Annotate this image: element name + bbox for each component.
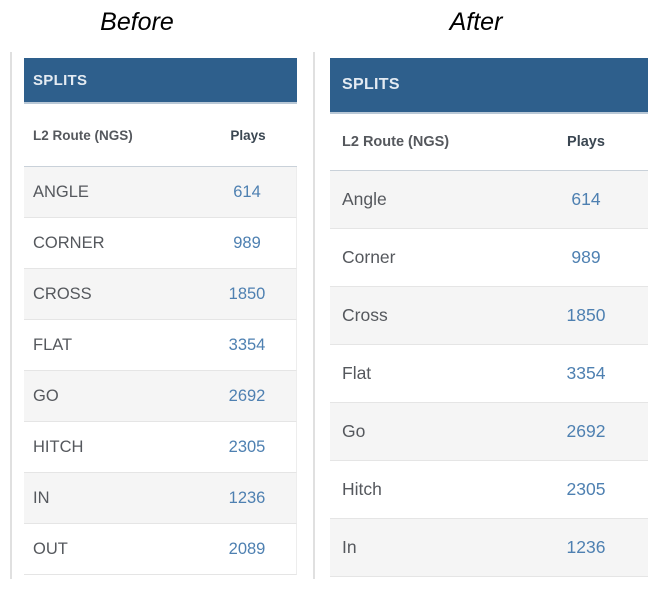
table-row[interactable]: HITCH 2305 <box>24 422 297 473</box>
table-title-bar: SPLITS <box>24 58 297 104</box>
column-header-route[interactable]: L2 Route (NGS) <box>33 127 133 143</box>
plays-cell: 1236 <box>566 537 606 557</box>
table-row[interactable]: CROSS 1850 <box>24 269 297 320</box>
plays-cell: 1850 <box>228 284 266 303</box>
table-row[interactable]: FLAT 3354 <box>24 320 297 371</box>
table-row[interactable]: In 1236 <box>330 519 648 577</box>
table-row[interactable]: IN 1236 <box>24 473 297 524</box>
column-header-row: L2 Route (NGS) Plays <box>330 114 648 171</box>
route-cell: Hitch <box>342 479 382 499</box>
table-title: SPLITS <box>33 71 88 89</box>
route-cell: Cross <box>342 305 388 325</box>
plays-cell: 2692 <box>566 421 606 441</box>
table-row[interactable]: Angle 614 <box>330 171 648 229</box>
table-row[interactable]: Go 2692 <box>330 403 648 461</box>
route-cell: GO <box>33 386 59 405</box>
route-cell: Go <box>342 421 366 441</box>
table-row[interactable]: OUT 2089 <box>24 524 297 575</box>
plays-cell: 1850 <box>566 305 606 325</box>
table-title: SPLITS <box>342 76 400 93</box>
route-cell: ANGLE <box>33 182 89 201</box>
plays-cell: 614 <box>233 182 261 201</box>
before-label: Before <box>100 8 174 36</box>
after-label: After <box>449 8 503 36</box>
route-cell: Flat <box>342 363 372 383</box>
column-header-plays[interactable]: Plays <box>230 127 266 143</box>
plays-cell: 3354 <box>228 335 266 354</box>
table-row[interactable]: Corner 989 <box>330 229 648 287</box>
column-header-row: L2 Route (NGS) Plays <box>24 104 297 167</box>
route-cell: HITCH <box>33 437 84 456</box>
table-row[interactable]: CORNER 989 <box>24 218 297 269</box>
route-cell: OUT <box>33 539 68 558</box>
table-row[interactable]: Cross 1850 <box>330 287 648 345</box>
plays-cell: 989 <box>233 233 261 252</box>
route-cell: IN <box>33 488 50 507</box>
route-cell: Corner <box>342 247 396 267</box>
plays-cell: 1236 <box>228 488 266 507</box>
route-cell: CROSS <box>33 284 92 303</box>
plays-cell: 614 <box>571 189 601 209</box>
table-body: Angle 614 Corner 989 Cross 1850 Flat 3354 Go 2692… <box>330 171 648 577</box>
table-row[interactable]: Flat 3354 <box>330 345 648 403</box>
pane-divider <box>313 52 315 579</box>
column-header-route[interactable]: L2 Route (NGS) <box>342 134 450 150</box>
plays-cell: 2692 <box>228 386 266 405</box>
before-pane-left-border <box>10 52 12 579</box>
plays-cell: 2089 <box>228 539 266 558</box>
plays-cell: 2305 <box>566 479 606 499</box>
route-cell: FLAT <box>33 335 73 354</box>
table-row[interactable]: ANGLE 614 <box>24 167 297 218</box>
route-cell: CORNER <box>33 233 105 252</box>
route-cell: Angle <box>342 189 387 209</box>
table-row[interactable]: GO 2692 <box>24 371 297 422</box>
plays-cell: 3354 <box>566 363 606 383</box>
table-title-bar: SPLITS <box>330 58 648 114</box>
plays-cell: 989 <box>571 247 601 267</box>
splits-table-before: SPLITS L2 Route (NGS) Plays ANGLE 614 CORN… <box>24 58 297 575</box>
plays-cell: 2305 <box>228 437 266 456</box>
route-cell: In <box>342 537 357 557</box>
table-body: ANGLE 614 CORNER 989 CROSS 1850 FLAT 3354 GO 2692… <box>24 167 297 575</box>
table-row[interactable]: Hitch 2305 <box>330 461 648 519</box>
column-header-plays[interactable]: Plays <box>567 134 605 150</box>
splits-table-after: SPLITS L2 Route (NGS) Plays Angle 614 Corn… <box>330 58 648 577</box>
